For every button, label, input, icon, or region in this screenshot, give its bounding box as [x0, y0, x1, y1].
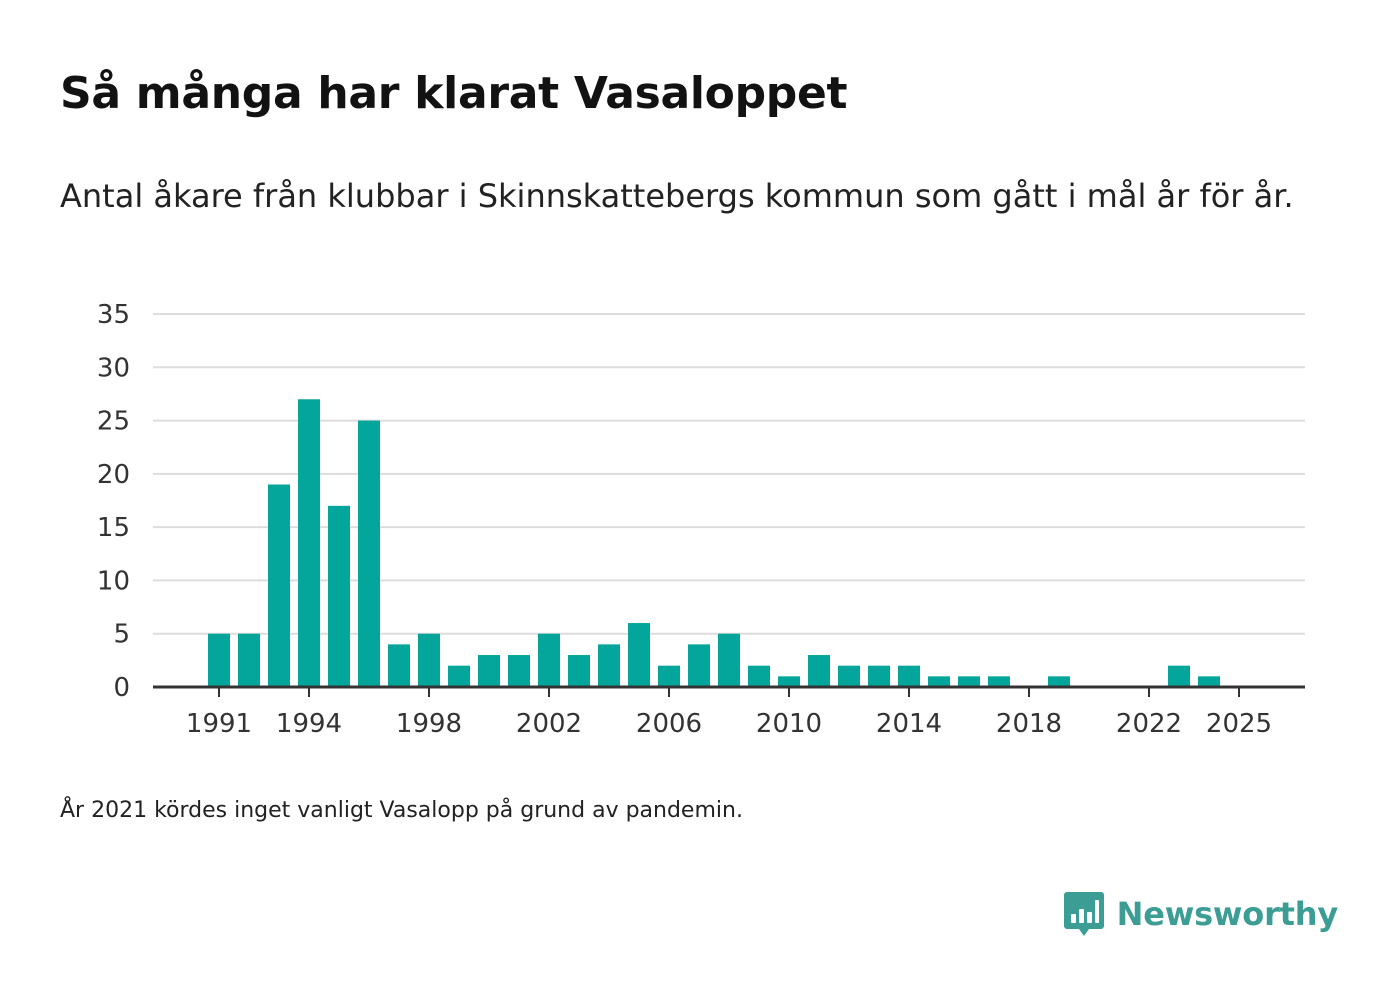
newsworthy-icon [1063, 892, 1104, 936]
bar-1991 [208, 633, 230, 687]
bar-2011 [808, 655, 830, 687]
grid-lines [153, 313, 1305, 635]
bar-2006 [658, 665, 680, 687]
bar-2004 [598, 644, 620, 687]
y-axis-ticks: 0 5 10 15 20 25 30 35 [97, 300, 130, 703]
x-tick-label: 1994 [276, 709, 342, 739]
bar-2015 [928, 676, 950, 687]
x-tick-label: 2022 [1116, 709, 1182, 739]
x-tick-label: 2014 [876, 709, 942, 739]
y-tick-label: 15 [97, 513, 130, 543]
bar-2016 [958, 676, 980, 687]
bar-2002 [538, 633, 560, 687]
bar-1995 [328, 505, 350, 687]
bar-2017 [988, 676, 1010, 687]
x-tick-label: 1991 [186, 709, 252, 739]
x-tick-label: 1998 [396, 709, 462, 739]
bar-1998 [418, 633, 440, 687]
x-tick-label: 2025 [1206, 709, 1272, 739]
y-tick-label: 0 [113, 673, 130, 703]
bar-2010 [778, 676, 800, 687]
y-tick-label: 25 [97, 407, 130, 437]
y-tick-label: 5 [113, 620, 130, 650]
bar-1996 [358, 420, 380, 687]
bar-1992 [238, 633, 260, 687]
y-tick-label: 10 [97, 566, 130, 596]
bar-1997 [388, 644, 410, 687]
bar-1994 [298, 399, 320, 687]
bar-1993 [268, 484, 290, 687]
bar-2005 [628, 623, 650, 687]
bars [208, 399, 1220, 687]
y-tick-label: 30 [97, 353, 130, 383]
x-tick-label: 2006 [636, 709, 702, 739]
x-axis-ticks: 1991 1994 1998 2002 2006 2010 2014 2018 2022 2025 [186, 687, 1272, 739]
brand-logo: Newsworthy [1063, 890, 1338, 938]
bar-2024 [1198, 676, 1220, 687]
bar-2007 [688, 644, 710, 687]
bar-1999 [448, 665, 470, 687]
footnote: År 2021 kördes inget vanligt Vasalopp på… [60, 798, 743, 823]
bar-2008 [718, 633, 740, 687]
x-tick-label: 2018 [996, 709, 1062, 739]
bar-2013 [868, 665, 890, 687]
bar-2003 [568, 655, 590, 687]
y-tick-label: 35 [97, 300, 130, 330]
y-tick-label: 20 [97, 460, 130, 490]
bar-2000 [478, 655, 500, 687]
x-tick-label: 2002 [516, 709, 582, 739]
chart-title: Så många har klarat Vasaloppet [60, 68, 848, 119]
bar-2009 [748, 665, 770, 687]
brand-name: Newsworthy [1116, 895, 1339, 933]
bar-2019 [1048, 676, 1070, 687]
bar-2023 [1168, 665, 1190, 687]
bar-2014 [898, 665, 920, 687]
bar-2001 [508, 655, 530, 687]
bar-2012 [838, 665, 860, 687]
x-tick-label: 2010 [756, 709, 822, 739]
chart-subtitle: Antal åkare från klubbar i Skinnskattebe… [60, 177, 1294, 215]
